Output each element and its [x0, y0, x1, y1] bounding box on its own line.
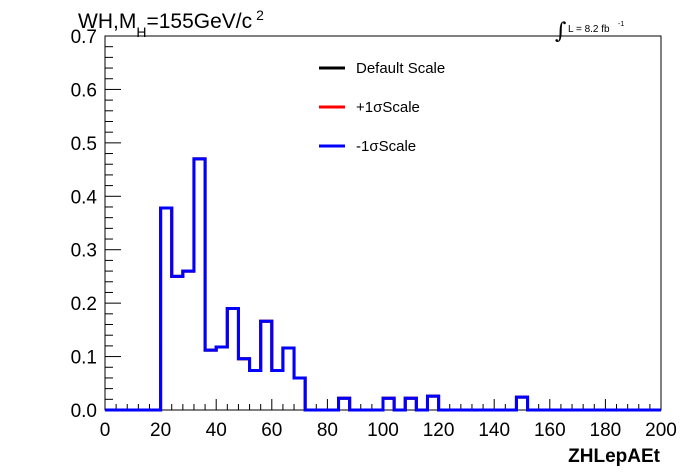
x-tick-label: 120: [423, 420, 455, 441]
x-tick-label: 140: [478, 420, 510, 441]
x-tick-label: 40: [206, 420, 227, 441]
legend-label: -1σScale: [356, 138, 416, 155]
legend: Default Scale +1σScale -1σScale: [319, 60, 445, 155]
legend-label: Default Scale: [356, 60, 445, 77]
series-line-minus-1sigma-scale: [105, 157, 661, 412]
series-group: [105, 157, 661, 412]
x-tick-label: 180: [590, 420, 622, 441]
y-tick-label: 0.5: [71, 134, 97, 155]
x-axis-label: ZHLepAEt: [568, 446, 661, 467]
x-tick-label: 160: [534, 420, 566, 441]
luminosity-label: L = 8.2 fb: [568, 24, 610, 35]
x-tick-label: 100: [367, 420, 399, 441]
x-tick-label: 200: [645, 420, 677, 441]
luminosity-integral: ∫: [555, 19, 567, 44]
axes: 0 20 40 60 80 100 120 140 160 180 200 0.0 0.1 0.2 0.3 0…: [71, 27, 677, 441]
y-tick-label: 0.1: [71, 348, 97, 369]
x-tick-label: 60: [261, 420, 282, 441]
luminosity-superscript: -1: [618, 21, 624, 28]
y-tick-label: 0.7: [71, 27, 97, 48]
x-tick-label: 80: [317, 420, 338, 441]
y-tick-label: 0.2: [71, 294, 97, 315]
chart-title: WH,MH=155GeV/c 2: [78, 7, 264, 40]
y-tick-label: 0.3: [71, 241, 97, 262]
x-tick-label: 20: [150, 420, 171, 441]
y-tick-label: 0.6: [71, 80, 97, 101]
y-tick-label: 0.4: [71, 187, 98, 208]
legend-label: +1σScale: [356, 99, 420, 116]
x-tick-label: 0: [100, 420, 111, 441]
y-tick-label: 0.0: [71, 401, 97, 422]
